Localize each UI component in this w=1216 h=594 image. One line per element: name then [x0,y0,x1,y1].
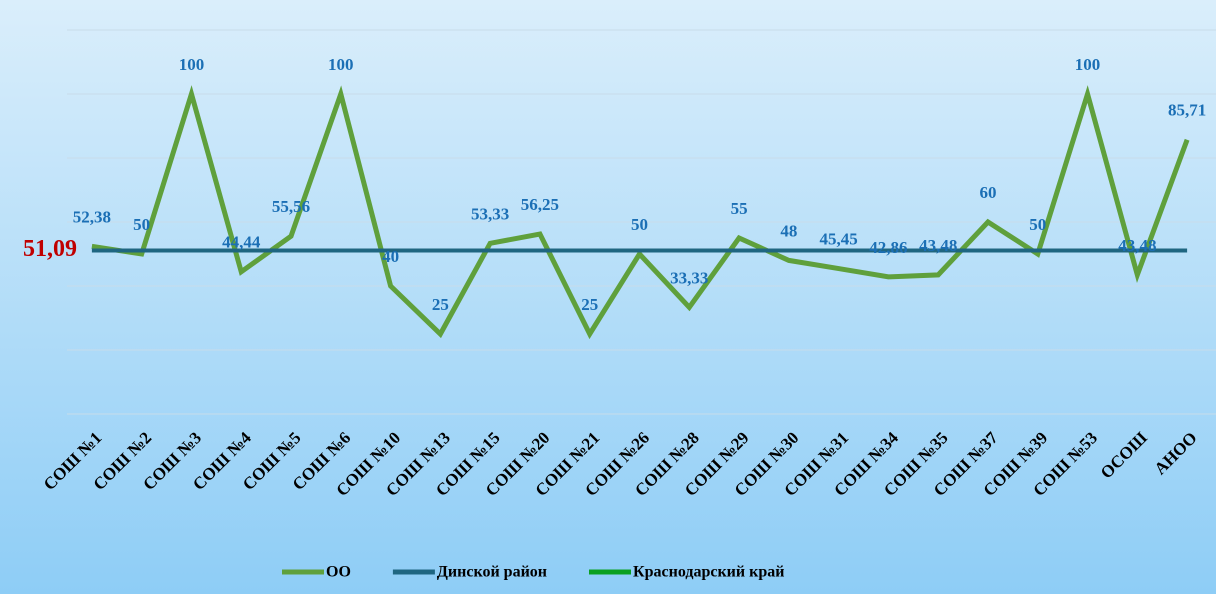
series-line [91,85,1190,340]
data-label: 55,56 [272,197,310,216]
data-label: 60 [979,183,996,202]
legend-label: Динской район [437,564,547,581]
data-label: 40 [382,247,399,266]
data-label: 100 [179,55,205,74]
data-label: 43,48 [919,236,957,255]
data-label: 50 [1029,215,1046,234]
reference-label: 51,09 [23,236,77,262]
data-label: 56,25 [521,195,559,214]
data-label: 55 [731,199,748,218]
data-label: 48 [780,221,797,240]
x-tick-label: АНОО [1151,428,1201,478]
data-label: 25 [581,295,598,314]
data-label: 33,33 [670,268,708,287]
data-label: 52,38 [73,207,111,226]
data-label: 44,44 [222,233,261,252]
data-label: 45,45 [820,229,858,248]
data-label: 43,48 [1118,236,1156,255]
legend-label: Краснодарский край [633,564,784,581]
data-label: 100 [1075,55,1101,74]
data-label: 53,33 [471,204,509,223]
legend-label: ОО [326,564,351,581]
x-tick-label: ОСОШ [1097,428,1151,482]
data-label: 100 [328,55,354,74]
data-label: 50 [133,215,150,234]
data-label: 50 [631,215,648,234]
data-label: 42,86 [869,238,907,257]
data-label: 25 [432,295,449,314]
data-label: 85,71 [1168,101,1206,120]
